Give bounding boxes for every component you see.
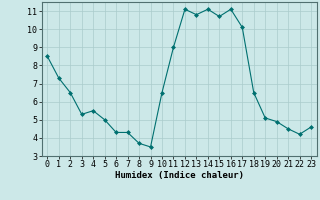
X-axis label: Humidex (Indice chaleur): Humidex (Indice chaleur) bbox=[115, 171, 244, 180]
